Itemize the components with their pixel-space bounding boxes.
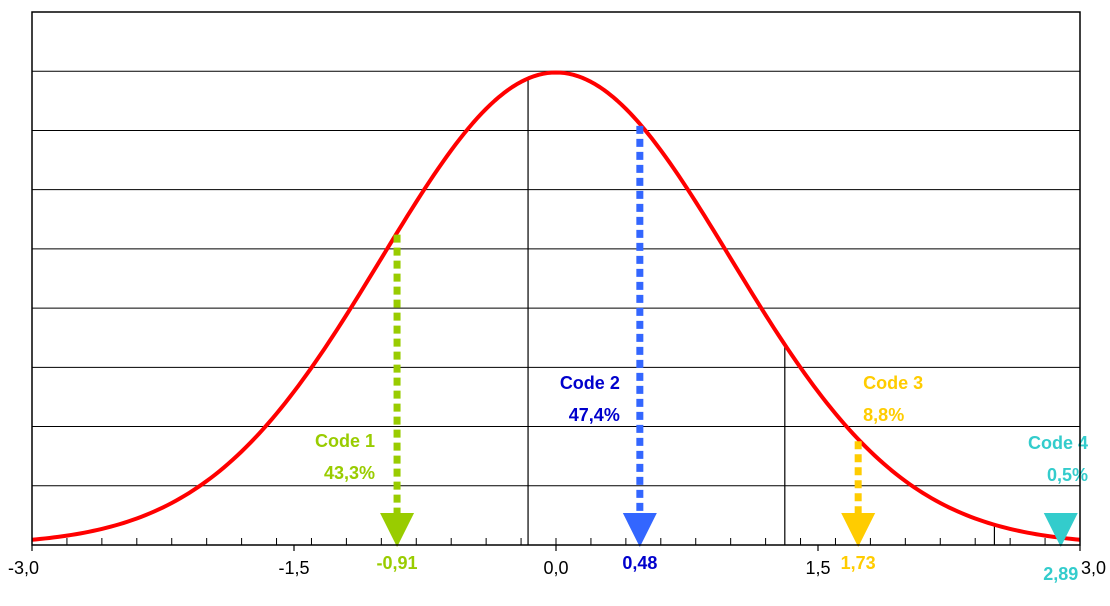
code4-name-label: Code 4: [1028, 433, 1088, 453]
code2-arrow-head: [622, 513, 657, 547]
code2-name-label: Code 2: [560, 373, 620, 393]
code4-arrow-head: [1043, 513, 1078, 547]
code3-arrow-head: [841, 513, 876, 547]
code4-value-label: 2,89: [1043, 564, 1078, 584]
code3-value-label: 1,73: [841, 553, 876, 573]
normal-curve-line: [31, 70, 1081, 542]
plot-frame: [31, 11, 1081, 546]
x-tick-label: 1,5: [805, 558, 830, 578]
code1-value-label: -0,91: [377, 553, 418, 573]
code4-percent-label: 0,5%: [1047, 465, 1088, 485]
code3-percent-label: 8,8%: [863, 405, 904, 425]
curve-group: [31, 70, 1081, 542]
code1-arrow-head: [380, 513, 415, 547]
code1-percent-label: 43,3%: [324, 463, 375, 483]
code3-name-label: Code 3: [863, 373, 923, 393]
gridlines-group: [32, 70, 1080, 487]
labels-group: -0,91 Code 1 43,3% 0,48 Code 2 47,4% 1,73 Code …: [315, 373, 1088, 584]
x-tick-label: 0,0: [543, 558, 568, 578]
x-axis-group: -3,0 -1,5 0,0 1,5 3,0: [8, 538, 1106, 578]
arrows-group: [380, 125, 1078, 547]
x-tick-label: -1,5: [278, 558, 309, 578]
x-tick-label: 3,0: [1081, 558, 1106, 578]
reference-lines-group: [527, 78, 996, 545]
code1-name-label: Code 1: [315, 431, 375, 451]
code2-percent-label: 47,4%: [569, 405, 620, 425]
x-tick-label: -3,0: [8, 558, 39, 578]
code2-value-label: 0,48: [622, 553, 657, 573]
